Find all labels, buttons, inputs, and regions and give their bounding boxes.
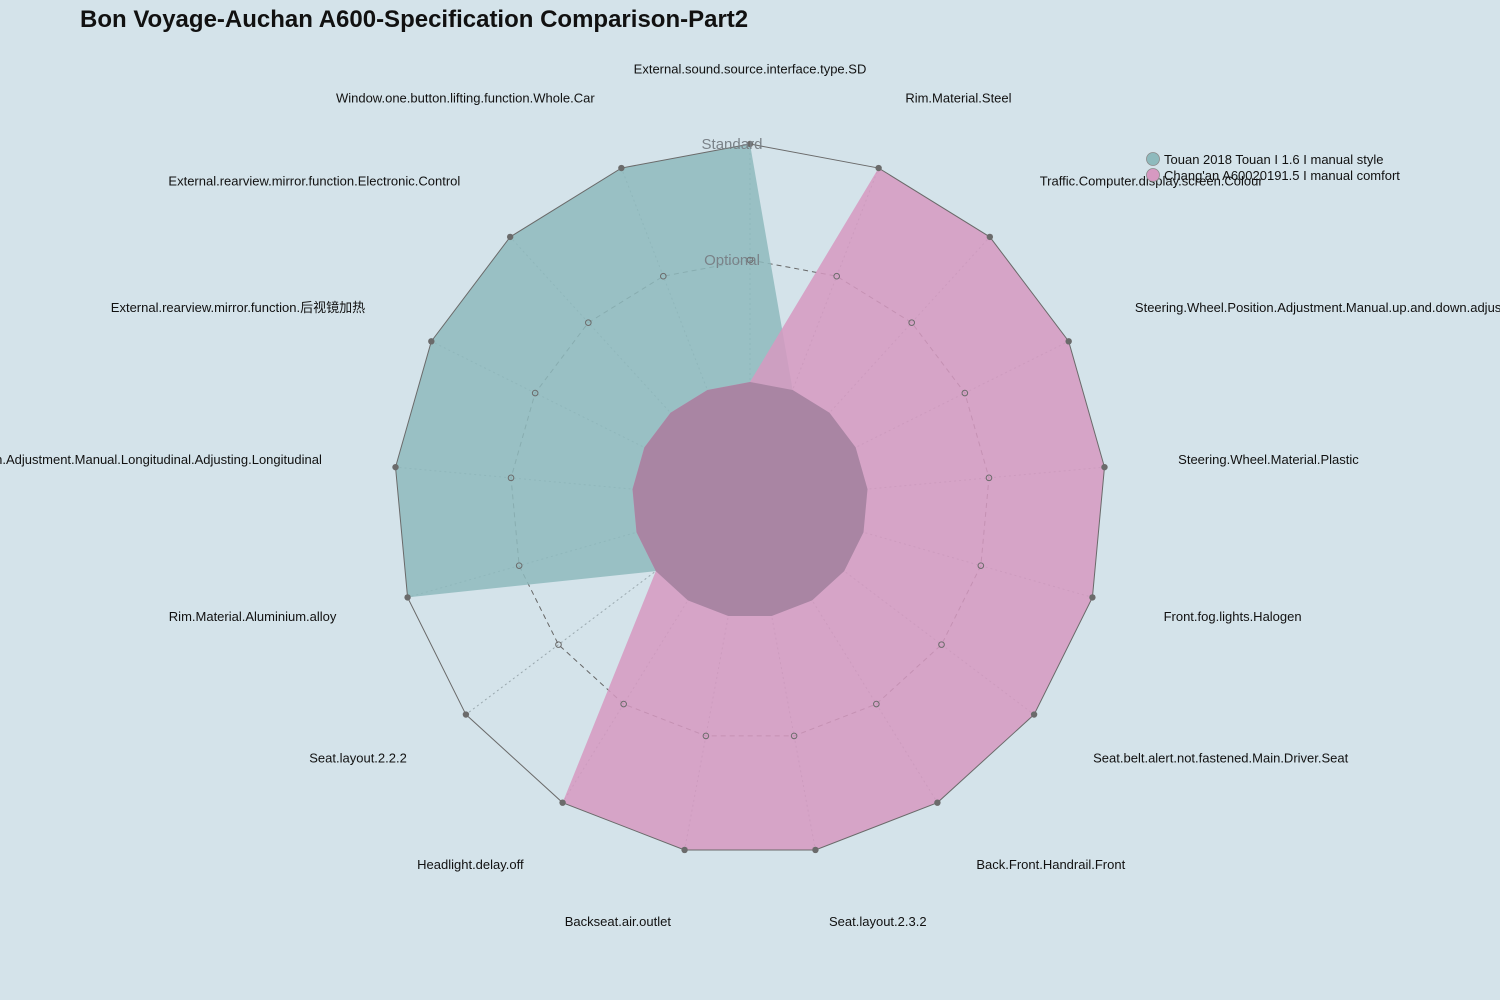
legend-label: Touan 2018 Touan I 1.6 I manual style (1164, 152, 1383, 167)
axis-label: External.rearview.mirror.function.后视镜加热 (111, 300, 365, 315)
standard-marker (934, 799, 941, 806)
standard-marker (462, 711, 470, 718)
axis-label: Seat.belt.alert.not.fastened.Main.Driver… (1093, 751, 1348, 766)
grid-ring-standard (395, 143, 1105, 851)
axis-labels: External.sound.source.interface.type.SD R… (0, 61, 1500, 929)
axis-label: Headlight.delay.off (417, 857, 524, 872)
optional-marker (660, 272, 667, 280)
optional-marker (985, 474, 993, 482)
optional-marker (790, 732, 798, 740)
standard-marker (746, 140, 754, 148)
level-label: Standard (702, 136, 763, 153)
standard-marker (404, 594, 411, 601)
axis-label: Seat.layout.2.2.2 (309, 751, 407, 766)
standard-marker (392, 463, 399, 471)
axis-label: Rim.Material.Aluminium.alloy (169, 609, 337, 624)
optional-marker (938, 641, 945, 648)
legend-swatch (1146, 168, 1160, 182)
legend: Touan 2018 Touan I 1.6 I manual styleCha… (1146, 152, 1400, 183)
standard-marker (1065, 338, 1072, 345)
optional-marker (833, 272, 840, 280)
axis-label: Steering.Wheel.Position.Adjustment.Manua… (0, 452, 322, 467)
axis-label: Steering.Wheel.Material.Plastic (1178, 452, 1359, 467)
axis-label: Window.one.button.lifting.function.Whole… (336, 90, 595, 105)
standard-marker (875, 164, 882, 172)
optional-marker (531, 389, 539, 397)
optional-marker (873, 700, 880, 708)
axis-label: Rim.Material.Steel (905, 90, 1011, 105)
level-labels: Optional Standard (702, 136, 763, 269)
optional-marker (555, 641, 562, 648)
axis-label: External.rearview.mirror.function.Electr… (168, 174, 460, 189)
optional-marker (961, 389, 969, 397)
optional-marker (585, 319, 592, 326)
standard-marker (618, 164, 625, 172)
legend-label: Chang'an A60020191.5 I manual comfort (1164, 168, 1400, 183)
chart-title: Bon Voyage-Auchan A600-Specification Com… (80, 6, 749, 33)
optional-marker (620, 700, 627, 708)
optional-marker (507, 474, 515, 482)
level-label: Optional (704, 252, 760, 269)
optional-marker (977, 562, 985, 569)
standard-marker (1089, 594, 1096, 601)
axis-label: Steering.Wheel.Position.Adjustment.Manua… (1135, 300, 1500, 315)
legend-swatch (1146, 152, 1160, 166)
axis-label: Back.Front.Handrail.Front (976, 857, 1125, 872)
standard-marker (681, 846, 688, 854)
standard-marker (986, 233, 994, 241)
optional-marker (515, 562, 523, 569)
radar-series-layer (395, 144, 1105, 850)
axis-label: Backseat.air.outlet (565, 914, 672, 929)
axis-label: External.sound.source.interface.type.SD (634, 61, 867, 76)
optional-marker (908, 319, 915, 326)
standard-marker (559, 799, 566, 806)
radar-outline (392, 140, 1108, 854)
standard-marker (428, 338, 435, 345)
standard-marker (1101, 463, 1108, 471)
standard-marker (1030, 711, 1038, 718)
series-overlap-core (632, 382, 868, 616)
standard-marker (812, 846, 819, 854)
optional-marker (746, 256, 754, 264)
radar-spoke (465, 499, 751, 715)
standard-marker (506, 233, 514, 241)
optional-marker (702, 732, 710, 740)
axis-label: Seat.layout.2.3.2 (829, 914, 927, 929)
axis-label: Front.fog.lights.Halogen (1164, 609, 1302, 624)
